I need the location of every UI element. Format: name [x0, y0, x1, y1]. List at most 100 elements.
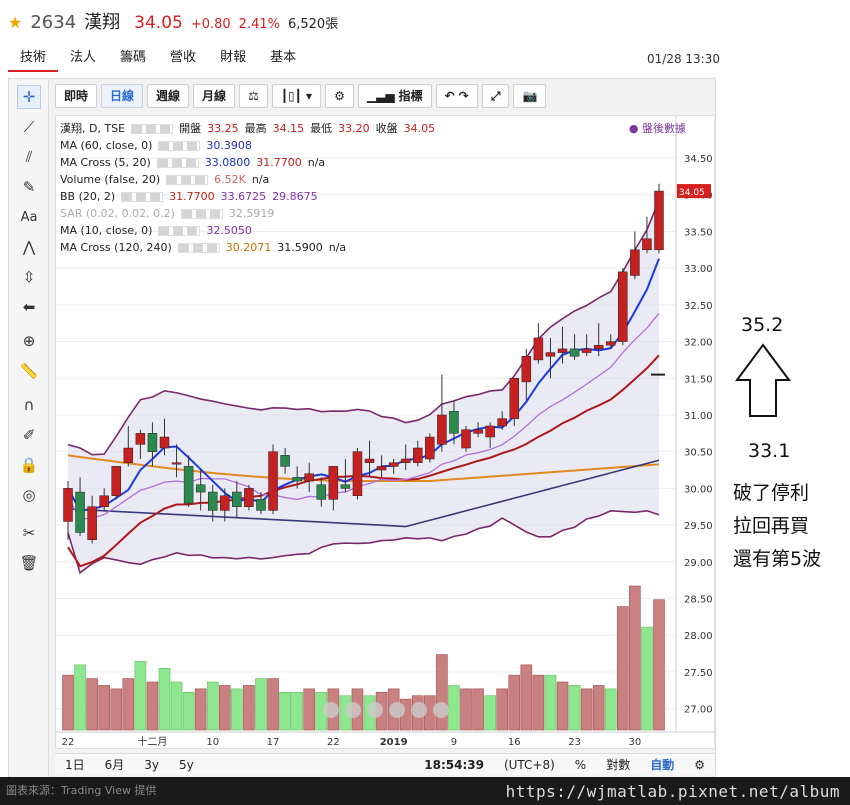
candle-body [461, 429, 471, 449]
realtime-button[interactable]: 即時 [55, 84, 98, 108]
hide-eye-icon[interactable]: ◎ [22, 486, 36, 504]
candle-body [557, 348, 568, 353]
volume-bar [86, 678, 98, 731]
indicator-button[interactable]: ▁▃▅ 指標 [357, 84, 432, 108]
lock-drawing-icon[interactable]: ✐ [22, 426, 36, 444]
camera-icon[interactable]: 📷 [513, 84, 547, 108]
lock-icon[interactable]: 🔒 [19, 456, 39, 474]
legend-controls[interactable] [131, 123, 174, 134]
volume-bar [134, 661, 147, 731]
favorite-star-icon[interactable]: ★ [8, 13, 23, 32]
candle-body [135, 433, 146, 445]
chart-nav-button [345, 702, 361, 718]
daily-button[interactable]: 日線 [101, 84, 144, 108]
bb-v1: 31.7700 [169, 190, 215, 203]
tab-institutional[interactable]: 法人 [70, 50, 97, 65]
legend-controls[interactable] [166, 174, 209, 185]
auto-toggle[interactable]: 自動 [650, 758, 675, 772]
zoom-in-icon[interactable]: ⊕ [22, 332, 36, 350]
pattern-tool-icon[interactable]: ⋀ [22, 238, 36, 256]
candle-body [292, 477, 302, 482]
candle-body [99, 495, 109, 507]
trend-line-icon[interactable]: ⟋ [23, 118, 35, 136]
chart-bottom-bar: 1日 6月 3y 5y 18:54:39 (UTC+8) % 對數 自動 ⚙ [55, 753, 715, 775]
fullscreen-icon[interactable]: ⤢ [481, 84, 510, 108]
legend-controls[interactable] [180, 208, 223, 219]
candle-body [449, 411, 459, 434]
timezone[interactable]: (UTC+8) [503, 757, 555, 772]
candle-body [364, 458, 375, 463]
undo-icon[interactable]: ↶ ↷ [435, 84, 478, 108]
log-toggle[interactable]: 對數 [606, 758, 631, 772]
legend-controls[interactable] [121, 191, 164, 202]
range-5y[interactable]: 5y [179, 757, 194, 772]
after-hours-label[interactable]: ● 盤後數據 [628, 122, 686, 135]
macross-v3: n/a [307, 156, 326, 169]
candle-body [316, 484, 327, 500]
candle-body [485, 425, 495, 438]
settings-gear-icon[interactable]: ⚙ [694, 757, 705, 772]
text-tool-icon[interactable]: Aa [20, 209, 38, 225]
candle-body [509, 378, 520, 419]
tab-revenue[interactable]: 營收 [170, 50, 197, 65]
legend-controls[interactable] [177, 242, 220, 253]
fib-tool-icon[interactable]: ⫽ [25, 148, 33, 166]
x-tick-label: 十二月 [137, 735, 167, 748]
tools-icon[interactable]: ✂ [22, 524, 36, 542]
price-chart[interactable]: 34.5034.0033.5033.0032.5032.0031.5031.00… [55, 115, 716, 749]
range-6m[interactable]: 6月 [104, 758, 125, 772]
high-value: 34.15 [272, 122, 305, 135]
ma10-name: MA (10, close, 0) [60, 224, 153, 237]
settings-gear-icon[interactable]: ⚙ [325, 84, 354, 108]
legend-controls[interactable] [158, 225, 201, 236]
volume-bar [206, 681, 219, 731]
annotation-stop: 33.1 [748, 440, 791, 462]
compare-scale-icon[interactable]: ⚖ [239, 84, 268, 108]
tab-technical[interactable]: 技術 [8, 46, 59, 72]
volume-bar [303, 688, 316, 731]
candle-body [521, 355, 532, 383]
x-tick-label: 22 [327, 737, 340, 748]
ruler-icon[interactable]: 📏 [19, 362, 39, 380]
price-change-percent: 2.41% [238, 17, 280, 32]
legend-bb: BB (20, 2) 31.7700 33.6725 29.8675 [60, 188, 435, 205]
range-3y[interactable]: 3y [144, 757, 160, 772]
x-tick-label: 9 [451, 737, 457, 748]
weekly-button[interactable]: 週線 [147, 84, 190, 108]
monthly-button[interactable]: 月線 [193, 84, 236, 108]
candle-body [171, 462, 182, 465]
close-value: 34.05 [403, 122, 436, 135]
percent-toggle[interactable]: % [574, 757, 587, 772]
y-tick-label: 29.00 [684, 558, 713, 569]
candle-body [533, 337, 544, 361]
candle-body [654, 190, 664, 251]
y-tick-label: 27.00 [684, 705, 713, 716]
y-tick-label: 31.50 [684, 374, 713, 385]
tab-basic[interactable]: 基本 [270, 50, 297, 65]
volume-bar [496, 688, 509, 731]
tab-financials[interactable]: 財報 [220, 50, 247, 65]
volume-bar [484, 695, 496, 731]
y-tick-label: 28.00 [684, 631, 713, 642]
trash-icon[interactable]: 🗑 [19, 554, 39, 572]
ma10-v1: 32.5050 [206, 224, 252, 237]
magnet-icon[interactable]: ∩ [23, 396, 35, 414]
range-1d[interactable]: 1日 [65, 758, 85, 772]
crosshair-icon[interactable]: ✛ [17, 85, 41, 109]
measure-tool-icon[interactable]: ⇳ [22, 268, 36, 286]
annotation-line1: 破了停利 [733, 482, 810, 504]
ma60-line [67, 459, 660, 528]
volume-bar [508, 674, 521, 731]
brush-icon[interactable]: ✎ [22, 178, 36, 196]
legend-controls[interactable] [156, 157, 199, 168]
volume-bar [74, 664, 86, 731]
stock-price: 34.05 [134, 13, 183, 33]
volume-bar [472, 688, 484, 731]
legend-volume: Volume (false, 20) 6.52K n/a [60, 171, 435, 188]
volume-v3: n/a [251, 173, 270, 186]
legend-controls[interactable] [158, 140, 201, 151]
volume-bar [460, 688, 472, 731]
candle-type-icon[interactable]: ┃▯┃ ▾ [271, 84, 322, 108]
arrow-left-icon[interactable]: ⬅ [22, 298, 36, 316]
tab-chips[interactable]: 籌碼 [120, 50, 147, 65]
